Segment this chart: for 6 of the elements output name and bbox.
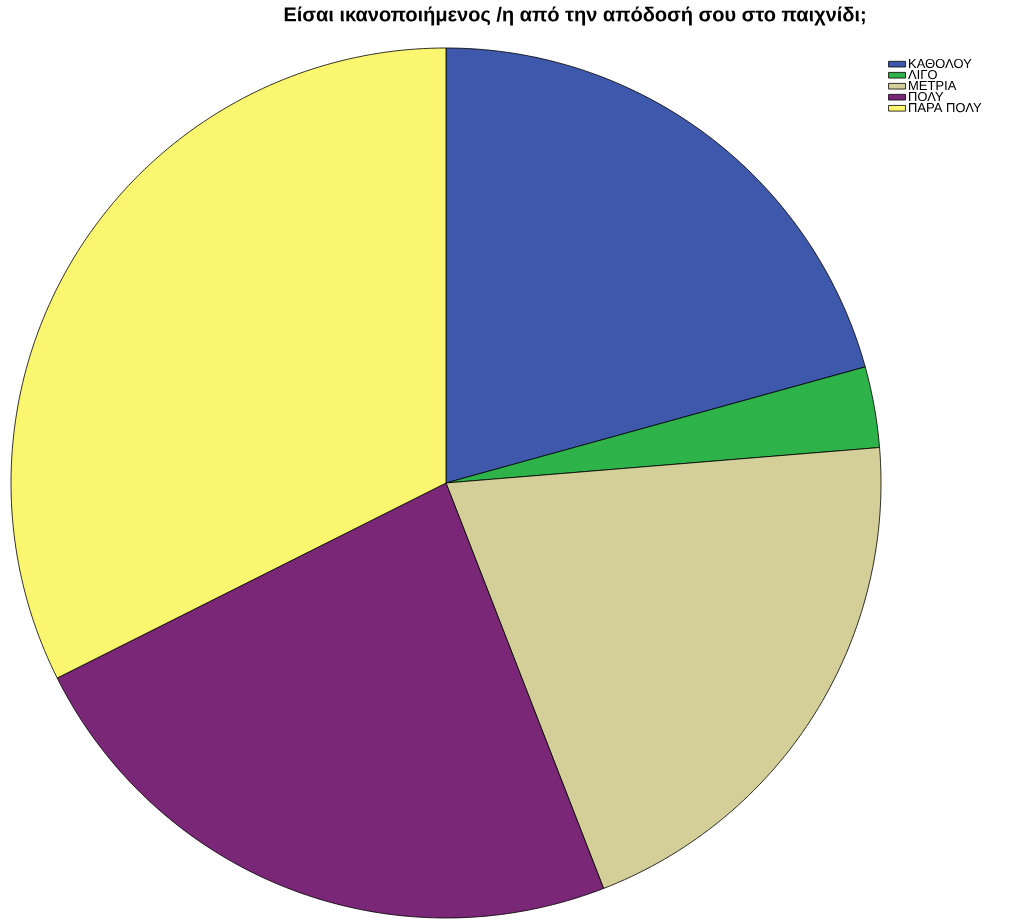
legend-label: ΚΑΘΟΛΟΥ bbox=[909, 58, 972, 69]
legend-label: ΠΟΛΥ bbox=[909, 91, 944, 102]
legend-label: ΜΕΤΡΙΑ bbox=[909, 81, 957, 90]
chart-title: Είσαι ικανοποιήμενος /η από την απόδοσή σου στο παιχνίδι; bbox=[284, 6, 865, 26]
legend-label: ΛΙΓΟ bbox=[908, 69, 937, 80]
legend-label: ΠΑΡΑ ΠΟΛΥ bbox=[909, 102, 982, 113]
